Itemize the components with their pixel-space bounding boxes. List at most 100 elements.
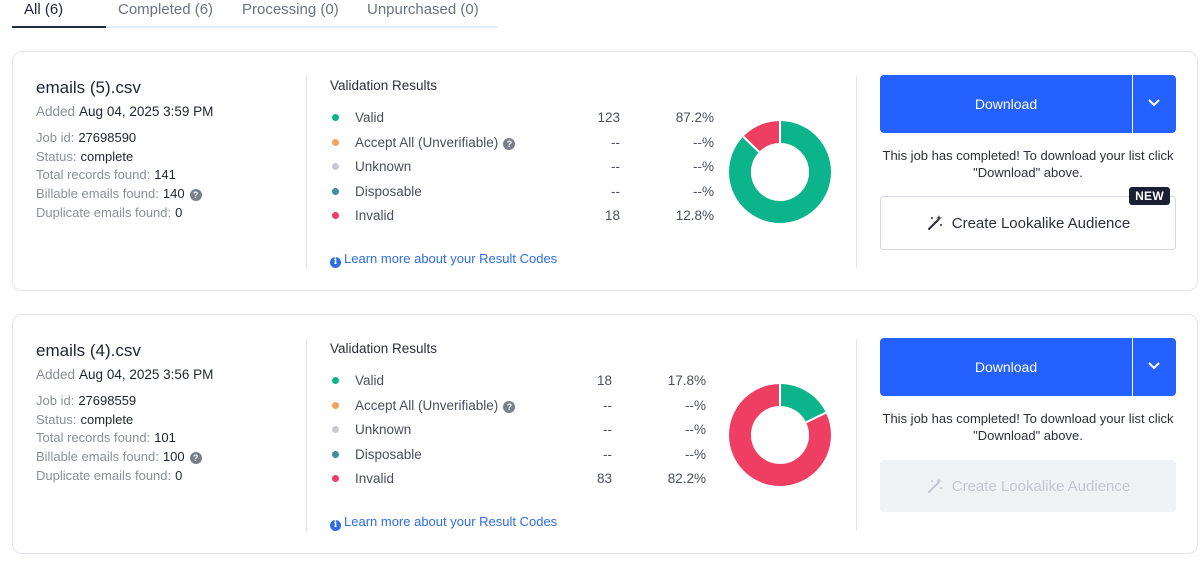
- help-icon[interactable]: ?: [189, 189, 202, 201]
- result-label: Invalid: [355, 471, 395, 486]
- result-label: Accept All (Unverifiable)?: [355, 398, 516, 413]
- magic-wand-icon: [927, 215, 942, 230]
- help-icon[interactable]: ?: [503, 401, 516, 413]
- learn-more-link[interactable]: i Learn more about your Result Codes: [330, 251, 557, 268]
- validation-results-title: Validation Results: [330, 78, 438, 93]
- file-name: emails (5).csv: [36, 78, 141, 97]
- accept-all-dot: [332, 139, 339, 146]
- result-row-unknown: Unknown -- --%: [330, 158, 714, 178]
- result-row-valid: Valid 123 87.2%: [330, 109, 714, 129]
- divider: [306, 76, 307, 268]
- result-row-disposable: Disposable -- --%: [330, 183, 714, 203]
- job-id-label: Job id:: [36, 130, 75, 145]
- magic-wand-icon: [927, 478, 942, 493]
- download-button[interactable]: Download: [880, 75, 1132, 133]
- total-value: 141: [154, 167, 176, 182]
- result-row-accept-all: Accept All (Unverifiable)? -- --%: [330, 134, 714, 154]
- file-name: emails (4).csv: [36, 341, 141, 360]
- result-label: Disposable: [355, 184, 422, 199]
- duplicate-label: Duplicate emails found:: [36, 205, 172, 220]
- result-count: 18: [596, 373, 612, 388]
- accept-all-dot: [332, 402, 339, 409]
- job-id-value: 27698590: [78, 130, 137, 145]
- result-count: --: [611, 159, 620, 174]
- learn-more-link[interactable]: i Learn more about your Result Codes: [330, 514, 557, 531]
- result-label: Valid: [355, 373, 385, 388]
- result-percent: --%: [693, 184, 714, 199]
- result-label: Disposable: [355, 447, 422, 462]
- status-tabs: All (6) Completed (6) Processing (0) Unp…: [12, 0, 498, 28]
- job-id-label: Job id:: [36, 393, 75, 408]
- result-label-text: Accept All (Unverifiable): [355, 135, 499, 150]
- duplicate-value: 0: [175, 468, 183, 483]
- download-options-button[interactable]: [1133, 75, 1176, 133]
- status-label: Status:: [36, 412, 77, 427]
- duplicate-label: Duplicate emails found:: [36, 468, 172, 483]
- result-percent: --%: [685, 447, 706, 462]
- validation-results-title: Validation Results: [330, 341, 438, 356]
- billable-label: Billable emails found:: [36, 186, 159, 201]
- download-note: This job has completed! To download your…: [882, 148, 1174, 180]
- help-icon[interactable]: ?: [189, 452, 202, 464]
- total-label: Total records found:: [36, 167, 151, 182]
- result-count: 18: [604, 208, 620, 223]
- help-icon[interactable]: ?: [503, 138, 516, 150]
- result-count: --: [603, 398, 612, 413]
- added-date: Added Aug 04, 2025 3:59 PM: [36, 104, 213, 119]
- tab-all[interactable]: All (6): [24, 1, 64, 18]
- duplicate-value: 0: [175, 205, 183, 220]
- disposable-dot: [332, 188, 339, 195]
- result-percent: 82.2%: [667, 471, 706, 486]
- active-tab-indicator: [12, 26, 106, 28]
- result-row-accept-all: Accept All (Unverifiable)? -- --%: [330, 397, 706, 417]
- result-percent: 12.8%: [675, 208, 714, 223]
- added-date: Added Aug 04, 2025 3:56 PM: [36, 367, 213, 382]
- tab-unpurchased[interactable]: Unpurchased (0): [367, 1, 479, 18]
- result-label: Invalid: [355, 208, 395, 223]
- new-badge: NEW: [1129, 187, 1170, 205]
- result-row-invalid: Invalid 83 82.2%: [330, 470, 706, 490]
- chevron-down-icon: [1148, 362, 1160, 370]
- learn-more-text: Learn more about your Result Codes: [344, 514, 558, 529]
- job-card: emails (5).csv Added Aug 04, 2025 3:59 PM…: [12, 51, 1198, 291]
- added-label: Added: [36, 367, 76, 382]
- lookalike-label: Create Lookalike Audience: [951, 214, 1131, 232]
- info-icon: i: [330, 520, 341, 531]
- disposable-dot: [332, 451, 339, 458]
- result-row-invalid: Invalid 18 12.8%: [330, 207, 714, 227]
- added-value: Aug 04, 2025 3:56 PM: [79, 367, 214, 382]
- job-card: emails (4).csv Added Aug 04, 2025 3:56 PM…: [12, 314, 1198, 554]
- total-label: Total records found:: [36, 430, 151, 445]
- status-label: Status:: [36, 149, 77, 164]
- result-count: --: [603, 422, 612, 437]
- results-donut-chart: [729, 121, 831, 223]
- divider: [306, 339, 307, 531]
- job-id: Job id: 27698559: [36, 393, 136, 408]
- donut-separator: [805, 411, 827, 424]
- billable-label: Billable emails found:: [36, 449, 159, 464]
- valid-dot: [332, 114, 339, 121]
- result-label: Unknown: [355, 159, 412, 174]
- create-lookalike-audience-button[interactable]: Create Lookalike Audience: [880, 460, 1176, 512]
- result-percent: 17.8%: [667, 373, 706, 388]
- info-icon: i: [330, 257, 341, 268]
- result-percent: 87.2%: [675, 110, 714, 125]
- create-lookalike-audience-button[interactable]: Create Lookalike Audience NEW: [880, 187, 1176, 250]
- result-row-unknown: Unknown -- --%: [330, 421, 706, 441]
- result-count: --: [611, 184, 620, 199]
- tab-processing[interactable]: Processing (0): [242, 1, 339, 18]
- learn-more-text: Learn more about your Result Codes: [344, 251, 558, 266]
- billable-value: 100: [162, 449, 185, 464]
- tab-completed[interactable]: Completed (6): [118, 1, 214, 18]
- job-id-value: 27698559: [78, 393, 137, 408]
- download-options-button[interactable]: [1133, 338, 1176, 396]
- job-status: Status: complete: [36, 149, 133, 164]
- unknown-dot: [332, 426, 339, 433]
- download-button[interactable]: Download: [880, 338, 1132, 396]
- result-percent: --%: [693, 159, 714, 174]
- result-count: 123: [597, 110, 620, 125]
- invalid-dot: [332, 212, 339, 219]
- result-percent: --%: [685, 398, 706, 413]
- total-records: Total records found: 101: [36, 430, 176, 445]
- billable-emails: Billable emails found: 100?: [36, 449, 202, 464]
